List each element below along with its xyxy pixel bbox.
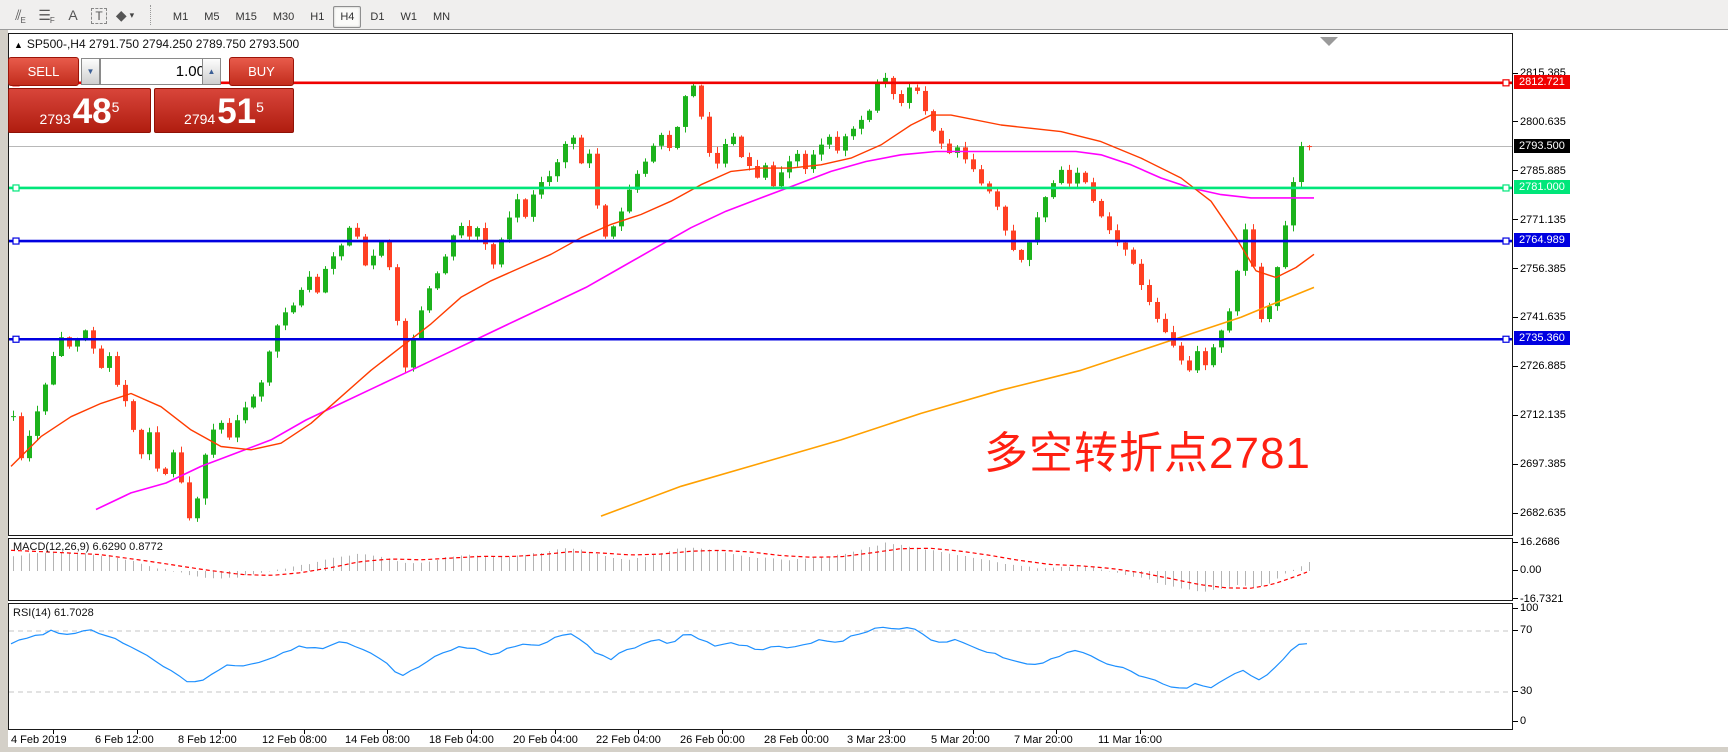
- macd-axis-label: -16.7321: [1520, 592, 1564, 605]
- bid-handle: 2793: [39, 111, 71, 127]
- rsi-canvas: [9, 626, 1512, 693]
- time-axis-label: 3 Mar 23:00: [847, 734, 906, 746]
- time-axis-label: 22 Feb 04:00: [596, 734, 661, 746]
- toolbar-separator: [150, 5, 152, 25]
- time-axis-label: 7 Mar 20:00: [1014, 734, 1073, 746]
- timeframe-button-m1[interactable]: M1: [172, 11, 189, 23]
- rsi-axis-label: 30: [1520, 685, 1533, 697]
- ma-mid-line: [95, 150, 1314, 511]
- time-axis-label: 8 Feb 12:00: [178, 734, 237, 746]
- macd-axis-label: 0.00: [1520, 564, 1542, 576]
- rsi-axis-label: 70: [1520, 624, 1533, 636]
- scroll-to-end-icon[interactable]: [1320, 37, 1338, 46]
- price-tag-2764.989: 2764.989: [1514, 233, 1570, 248]
- volume-decrease-button[interactable]: ▼: [81, 58, 100, 85]
- bid-pipette: 5: [111, 99, 120, 115]
- text-label-icon[interactable]: A: [68, 7, 78, 23]
- time-axis-label: 26 Feb 00:00: [680, 734, 745, 746]
- time-axis-label: 6 Feb 12:00: [95, 734, 154, 746]
- collapse-icon[interactable]: ▲: [14, 40, 23, 50]
- macd-indicator-label: MACD(12,26,9) 6.6290 0.8772: [13, 541, 163, 553]
- rsi-axis-label: 0: [1520, 715, 1527, 727]
- rsi-line: [10, 626, 1308, 689]
- text-box-icon[interactable]: T: [86, 4, 112, 28]
- price-tick-label: 2756.385: [1520, 262, 1566, 275]
- ask-pips: 51: [217, 92, 257, 131]
- timeframe-button-m30[interactable]: M30: [272, 11, 295, 23]
- buy-button[interactable]: BUY: [229, 57, 294, 86]
- ma-fast-line: [10, 114, 1315, 467]
- timeframe-button-d1[interactable]: D1: [370, 11, 385, 23]
- price-tag-2812.721: 2812.721: [1514, 74, 1570, 89]
- time-axis[interactable]: 4 Feb 2019 6 Feb 12:00 8 Feb 12:00 12 Feb 0…: [8, 730, 1728, 748]
- price-tag-2781.000: 2781.000: [1514, 179, 1570, 194]
- time-axis-label: 18 Feb 04:00: [429, 734, 494, 746]
- time-axis-label: 4 Feb 2019: [11, 734, 67, 746]
- price-tick-label: 2741.635: [1520, 311, 1566, 324]
- price-tick-label: 2800.635: [1520, 115, 1566, 128]
- bid-pips: 48: [72, 92, 112, 131]
- equidistant-channel-icon[interactable]: ⫽ E: [15, 7, 26, 25]
- price-tick-label: 2726.885: [1520, 360, 1566, 373]
- timeframe-button-m5[interactable]: M5: [204, 11, 220, 23]
- arrows-dropdown-icon[interactable]: ◆ ▾: [115, 7, 135, 23]
- price-tag-2735.360: 2735.360: [1514, 331, 1570, 346]
- price-axis[interactable]: 2815.385 2800.635 2785.885 2771.135 2756.385…: [1513, 33, 1728, 730]
- price-tick-label: 2771.135: [1520, 213, 1566, 226]
- toolbar: ⫽ E ☰ F A T ◆ ▾ M1 M5 M15 M30 H1 H4 D1 W1 MN: [0, 0, 1728, 30]
- volume-increase-button[interactable]: ▲: [202, 58, 221, 85]
- sell-button[interactable]: SELL: [8, 57, 79, 86]
- rsi-panel[interactable]: [8, 603, 1513, 730]
- volume-input[interactable]: [100, 58, 210, 85]
- time-axis-label: 11 Mar 16:00: [1098, 734, 1163, 746]
- macd-axis-label: 16.2686: [1520, 536, 1560, 548]
- time-axis-label: 28 Feb 00:00: [764, 734, 829, 746]
- chart-text-annotation[interactable]: 多空转折点2781: [984, 429, 1311, 478]
- timeframe-button-h4[interactable]: H4: [333, 6, 362, 28]
- ask-pipette: 5: [256, 99, 264, 115]
- drawing-tools-group: ⫽ E ☰ F A T ◆ ▾: [8, 7, 138, 25]
- macd-panel[interactable]: [8, 538, 1513, 601]
- ma-slow-line: [600, 286, 1315, 517]
- time-axis-label: 14 Feb 08:00: [345, 734, 410, 746]
- chart-symbol-header: ▲ SP500-,H4 2791.750 2794.250 2789.750 27…: [14, 37, 299, 51]
- price-tag-2793.500: 2793.500: [1514, 138, 1570, 153]
- rsi-axis-label: 100: [1520, 602, 1539, 614]
- rsi-indicator-label: RSI(14) 61.7028: [13, 607, 94, 619]
- window-edge: [0, 30, 8, 752]
- macd-canvas: [10, 542, 1310, 592]
- timeframe-button-h1[interactable]: H1: [310, 11, 325, 23]
- time-axis-label: 20 Feb 04:00: [513, 734, 578, 746]
- one-click-trading-panel: SELL ▼ ▲ BUY 2793 48 5 2794 51 5: [8, 57, 294, 134]
- bid-price-display[interactable]: 2793 48 5: [8, 88, 151, 133]
- timeframe-button-w1[interactable]: W1: [400, 11, 417, 23]
- symbol-ohlc-text: SP500-,H4 2791.750 2794.250 2789.750 279…: [26, 37, 300, 51]
- time-axis-label: 5 Mar 20:00: [931, 734, 990, 746]
- fibonacci-retracement-icon[interactable]: ☰ F: [38, 7, 55, 25]
- price-tick-label: 2697.385: [1520, 458, 1566, 471]
- price-tick-label: 2712.135: [1520, 409, 1566, 422]
- ask-price-display[interactable]: 2794 51 5: [154, 88, 294, 133]
- macd-signal-line: [10, 547, 1308, 589]
- window-bottom-edge: [0, 747, 1728, 752]
- ask-handle: 2794: [184, 111, 216, 127]
- timeframe-group: M1 M5 M15 M30 H1 H4 D1 W1 MN: [165, 6, 458, 28]
- time-axis-label: 12 Feb 08:00: [262, 734, 327, 746]
- price-tick-label: 2682.635: [1520, 507, 1566, 519]
- timeframe-button-mn[interactable]: MN: [432, 11, 451, 23]
- price-tick-label: 2785.885: [1520, 164, 1566, 177]
- timeframe-button-m15[interactable]: M15: [235, 11, 257, 23]
